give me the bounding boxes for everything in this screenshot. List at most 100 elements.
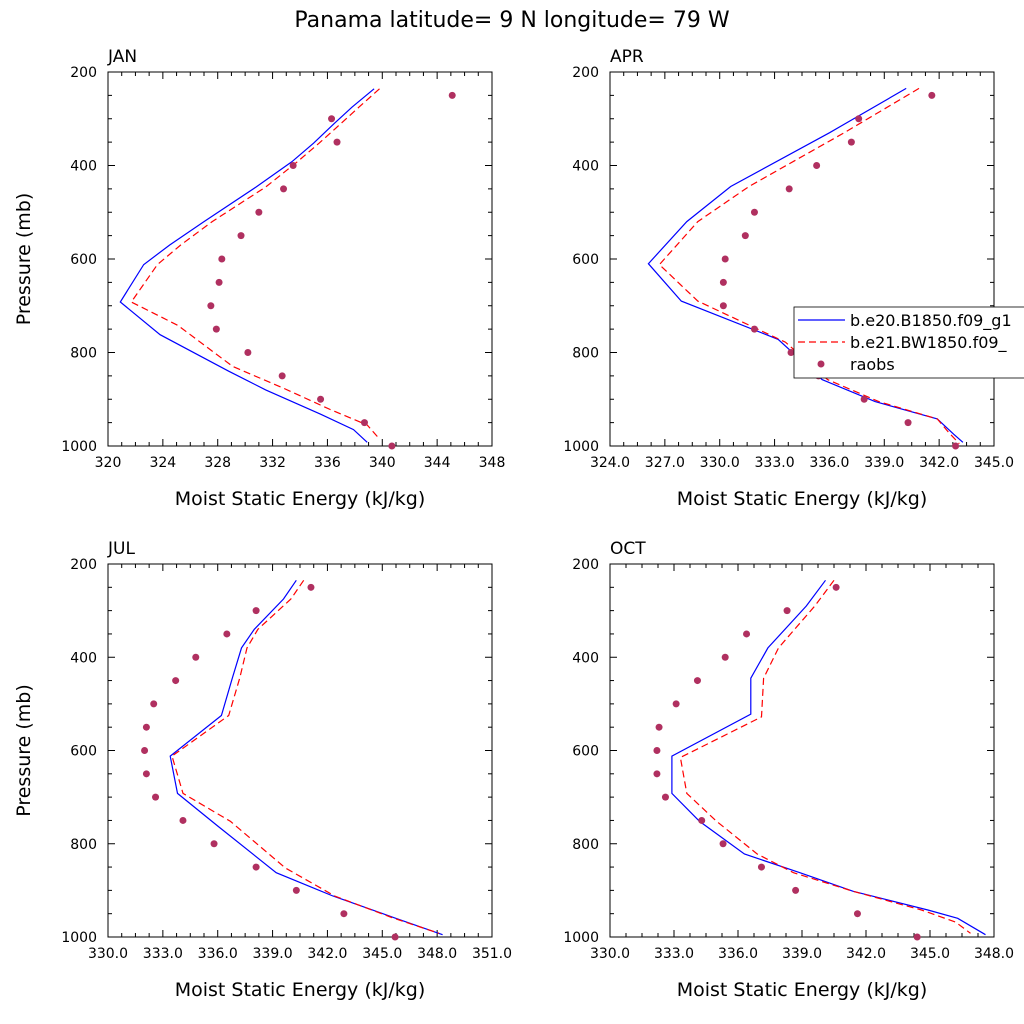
y-tick-label: 400 xyxy=(572,159,599,175)
raobs-point xyxy=(928,91,936,99)
legend: b.e20.B1850.f09_g1b.e21.BW1850.f09_raobs xyxy=(793,306,1024,379)
x-tick-label: 336.0 xyxy=(718,946,758,962)
x-tick-label: 324 xyxy=(149,455,176,471)
x-tick-label: 342.0 xyxy=(919,455,959,471)
y-tick-label: 600 xyxy=(572,744,599,760)
panel-jan: 320 324 328 332 336 340 344 348 200 400 600 800 1000… xyxy=(13,47,505,510)
y-axis-label: Pressure (mb) xyxy=(13,684,35,817)
raobs-point xyxy=(307,583,315,591)
series-line-b-e20 xyxy=(119,88,375,443)
x-tick-label: 351.0 xyxy=(472,946,512,962)
x-tick-label: 333.0 xyxy=(654,946,694,962)
x-tick-label: 330.0 xyxy=(88,946,128,962)
y-tick-label: 200 xyxy=(70,65,97,81)
raobs-point xyxy=(860,395,868,403)
x-tick-label: 348.0 xyxy=(417,946,457,962)
raobs-point xyxy=(750,208,758,216)
x-tick-label: 332 xyxy=(259,455,286,471)
legend-label: raobs xyxy=(850,355,895,374)
panel-title: JUL xyxy=(107,539,135,559)
raobs-point xyxy=(172,677,180,685)
x-tick-label: 339.0 xyxy=(782,946,822,962)
raobs-point xyxy=(719,278,727,286)
raobs-point xyxy=(787,349,795,356)
y-tick-label: 1000 xyxy=(563,930,599,946)
panel-oct: 330.0 333.0 336.0 339.0 342.0 345.0 348.0 200 40… xyxy=(563,539,1014,1001)
raobs-point xyxy=(719,302,727,310)
y-tick-label: 400 xyxy=(70,650,97,666)
y-tick-label: 200 xyxy=(572,557,599,573)
raobs-point xyxy=(328,115,336,123)
raobs-point xyxy=(813,162,821,169)
raobs-point xyxy=(448,91,456,99)
x-tick-label: 333.0 xyxy=(755,455,795,471)
series-line-b-e20 xyxy=(671,579,986,936)
raobs-point xyxy=(750,325,758,333)
raobs-point xyxy=(280,185,288,193)
raobs-point xyxy=(142,770,150,778)
raobs-point xyxy=(672,700,680,708)
y-tick-label: 600 xyxy=(70,252,97,268)
legend-swatch-raobs xyxy=(817,360,825,368)
raobs-point xyxy=(150,700,158,708)
x-tick-label: 336 xyxy=(314,455,341,471)
y-tick-label: 400 xyxy=(70,159,97,175)
x-tick-label: 340 xyxy=(369,455,396,471)
raobs-point xyxy=(255,208,263,216)
panel-title: JAN xyxy=(107,47,137,67)
raobs-point xyxy=(278,372,286,380)
y-axis-label: Pressure (mb) xyxy=(13,193,35,326)
y-tick-label: 200 xyxy=(572,65,599,81)
x-tick-label: 339.0 xyxy=(864,455,904,471)
raobs-point xyxy=(218,255,226,263)
raobs-point xyxy=(212,325,220,333)
figure-title: Panama latitude= 9 N longitude= 79 W xyxy=(294,8,729,33)
panel-title: OCT xyxy=(610,539,646,559)
x-tick-label: 339.0 xyxy=(253,946,293,962)
raobs-point xyxy=(743,630,751,638)
raobs-point xyxy=(847,138,855,146)
x-axis-label: Moist Static Energy (kJ/kg) xyxy=(175,979,426,1001)
raobs-point xyxy=(785,185,793,193)
x-tick-label: 348 xyxy=(479,455,506,471)
raobs-point xyxy=(653,770,661,778)
x-tick-label: 345.0 xyxy=(974,455,1014,471)
raobs-point xyxy=(721,255,729,263)
x-tick-label: 348.0 xyxy=(974,946,1014,962)
y-tick-label: 1000 xyxy=(61,930,97,946)
raobs-point xyxy=(252,607,260,615)
raobs-point xyxy=(360,419,368,427)
x-tick-label: 344 xyxy=(424,455,451,471)
y-tick-label: 1000 xyxy=(61,439,97,455)
raobs-point xyxy=(223,630,231,638)
y-tick-label: 800 xyxy=(70,346,97,362)
raobs-point xyxy=(388,442,396,450)
raobs-point xyxy=(719,840,727,848)
raobs-point xyxy=(698,816,706,824)
x-tick-label: 330.0 xyxy=(590,946,630,962)
raobs-point xyxy=(192,653,200,661)
x-axis-label: Moist Static Energy (kJ/kg) xyxy=(677,979,928,1001)
raobs-point xyxy=(237,232,245,240)
raobs-point xyxy=(952,442,960,450)
raobs-point xyxy=(179,816,187,824)
x-tick-label: 342.0 xyxy=(846,946,886,962)
raobs-point xyxy=(142,723,150,731)
x-tick-label: 342.0 xyxy=(307,946,347,962)
raobs-point xyxy=(661,793,669,801)
raobs-point xyxy=(141,747,149,754)
x-tick-label: 336.0 xyxy=(809,455,849,471)
raobs-point xyxy=(693,677,701,685)
raobs-point xyxy=(853,910,861,918)
raobs-point xyxy=(832,583,840,591)
raobs-point xyxy=(340,910,348,918)
y-tick-label: 800 xyxy=(572,837,599,853)
panels: 320 324 328 332 336 340 344 348 200 400 600 800 1000… xyxy=(13,47,1014,1001)
x-tick-label: 330.0 xyxy=(700,455,740,471)
series-line-b-e21 xyxy=(171,579,440,934)
series-line-b-e21 xyxy=(658,87,960,445)
series-line-b-e21 xyxy=(130,88,380,440)
x-tick-label: 345.0 xyxy=(362,946,402,962)
